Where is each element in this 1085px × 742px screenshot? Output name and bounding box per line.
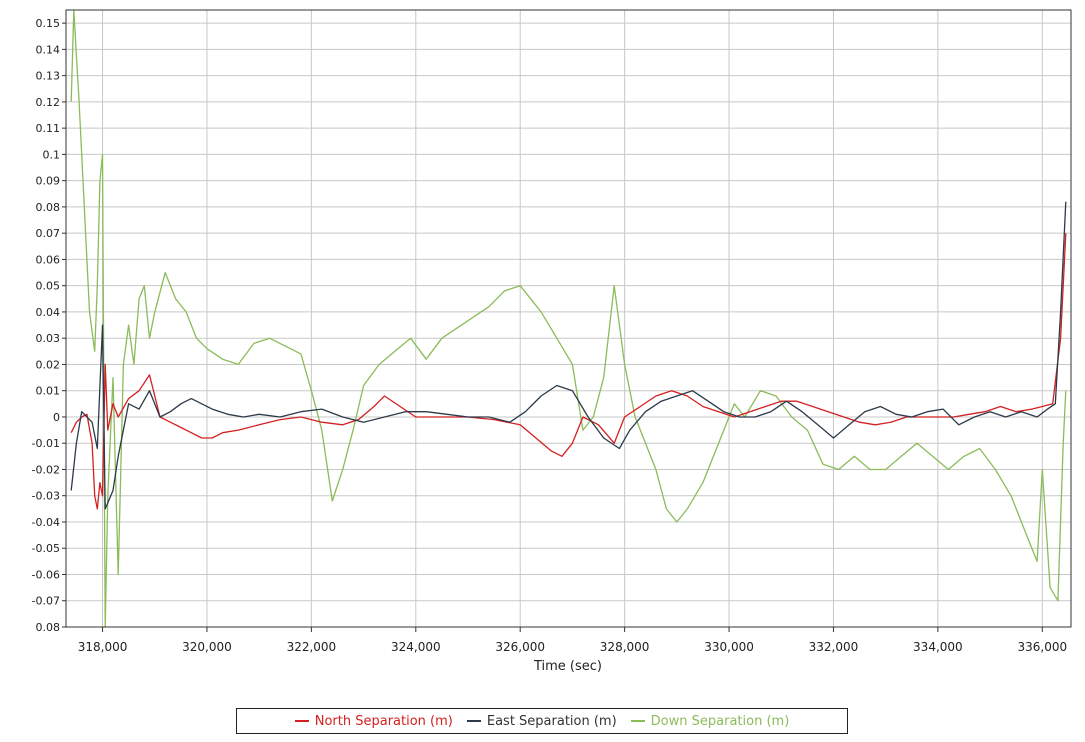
y-tick-label: 0.07 (36, 227, 61, 240)
y-tick-label: 0.06 (36, 253, 61, 266)
y-tick-label: -0.06 (32, 568, 60, 581)
x-tick-label: 334,000 (913, 640, 963, 654)
legend-item-north: North Separation (m) (294, 713, 453, 729)
y-tick-label: 0.1 (43, 148, 61, 161)
series-line-east (70, 201, 1067, 510)
legend-item-east: East Separation (m) (466, 713, 617, 729)
y-tick-label: 0 (53, 411, 60, 424)
x-tick-label: 324,000 (391, 640, 441, 654)
x-tick-label: 330,000 (704, 640, 754, 654)
y-tick-label: -0.07 (32, 595, 60, 608)
series-layer (70, 9, 1067, 628)
plot-area-frame (65, 9, 1072, 628)
y-tick-label: 0.01 (36, 385, 61, 398)
y-tick-label: 0.03 (36, 332, 61, 345)
x-tick-label: 336,000 (1017, 640, 1067, 654)
y-tick-label: 0.15 (36, 17, 61, 30)
y-tick-label: -0.02 (32, 463, 60, 476)
x-tick-label: 326,000 (495, 640, 545, 654)
legend-swatch-north (294, 720, 309, 722)
legend-label-east: East Separation (m) (486, 713, 617, 729)
y-tick-label: 0.13 (36, 70, 61, 83)
x-tick-label: 318,000 (78, 640, 128, 654)
y-tick-label: -0.01 (32, 437, 60, 450)
x-axis-label: Time (sec) (533, 659, 602, 674)
x-axis-ticks: 318,000 320,000 322,000 324,000 326,000 328,0… (78, 627, 1067, 654)
legend-swatch-east (466, 720, 481, 722)
y-tick-label: 0.02 (36, 358, 61, 371)
legend: North Separation (m) East Separation (m)… (236, 708, 848, 734)
y-tick-label: -0.04 (32, 516, 60, 529)
y-tick-label: 0.11 (36, 122, 61, 135)
legend-label-north: North Separation (m) (314, 713, 453, 729)
y-tick-label: 0.05 (36, 280, 61, 293)
x-tick-label: 320,000 (182, 640, 232, 654)
series-line-north (70, 233, 1067, 510)
x-tick-label: 322,000 (287, 640, 337, 654)
y-tick-label: -0.03 (32, 490, 60, 503)
y-tick-label: 0.08 (36, 621, 61, 634)
x-tick-label: 328,000 (600, 640, 650, 654)
legend-label-down: Down Separation (m) (650, 713, 790, 729)
y-tick-label: 0.09 (36, 175, 61, 188)
series-line-down (70, 9, 1067, 628)
y-tick-label: 0.14 (36, 43, 61, 56)
y-tick-label: 0.04 (36, 306, 61, 319)
y-tick-label: 0.12 (36, 96, 61, 109)
y-tick-label: -0.05 (32, 542, 60, 555)
grid-layer (66, 10, 1071, 628)
legend-swatch-down (630, 720, 645, 722)
legend-item-down: Down Separation (m) (630, 713, 790, 729)
y-tick-label: 0.08 (36, 201, 61, 214)
x-tick-label: 332,000 (809, 640, 859, 654)
y-axis-ticks: 0.15 0.14 0.13 0.12 0.11 0.1 0.09 0.08 0.07 0.06 0… (32, 17, 66, 634)
